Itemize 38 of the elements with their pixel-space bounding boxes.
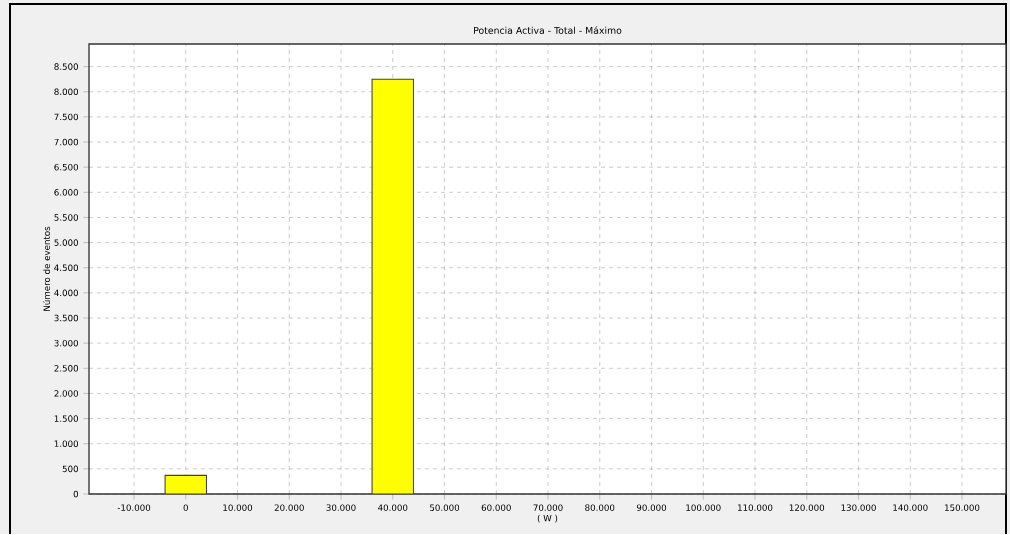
- y-tick-label: 5.500: [54, 214, 79, 221]
- y-tick-label: 4.500: [54, 264, 79, 272]
- y-tick-label: 3.500: [54, 314, 79, 322]
- x-tick-label: -10.000: [117, 504, 151, 511]
- y-tick-label: 4.000: [54, 289, 79, 297]
- y-tick-label: 8.000: [54, 88, 79, 96]
- y-tick-label: 2.500: [54, 365, 79, 372]
- y-tick-label: 1.000: [54, 440, 79, 447]
- y-tick-label: 8.500: [54, 63, 79, 70]
- x-tick-label: 40.000: [378, 504, 408, 511]
- x-tick-label: 60.000: [481, 504, 511, 511]
- x-tick-label: 10.000: [223, 504, 253, 511]
- x-tick-label: 110.000: [738, 504, 773, 511]
- y-tick-label: 6.000: [54, 189, 79, 196]
- y-axis-title: Número de eventos: [42, 226, 50, 311]
- y-tick-label: 0: [73, 490, 79, 498]
- y-tick-label: 2.000: [54, 390, 79, 397]
- x-tick-label: 0: [183, 504, 188, 511]
- x-tick-label: 20.000: [274, 504, 304, 511]
- y-tick-label: 5.000: [54, 239, 79, 246]
- chart-title: Potencia Activa - Total - Máximo: [474, 26, 622, 34]
- x-tick-label: 90.000: [636, 504, 667, 511]
- x-tick-label: 120.000: [789, 504, 825, 511]
- x-tick-label: 70.000: [533, 504, 563, 511]
- y-tick-label: 6.500: [54, 163, 79, 171]
- x-tick-label: 30.000: [326, 504, 356, 511]
- y-tick-label: 3.000: [54, 339, 79, 347]
- y-tick-label: 7.500: [54, 113, 79, 121]
- y-tick-label: 7.000: [54, 138, 79, 146]
- x-tick-label: 150.000: [945, 504, 980, 511]
- x-tick-label: 140.000: [893, 504, 928, 511]
- x-tick-label: 100.000: [686, 504, 721, 511]
- y-tick-label: 500: [62, 465, 79, 473]
- x-tick-label: 80.000: [585, 504, 615, 511]
- y-tick-label: 1.500: [54, 415, 79, 422]
- x-tick-label: 130.000: [841, 504, 876, 511]
- x-tick-label: 50.000: [430, 504, 460, 511]
- x-axis-title: ( W ): [537, 514, 558, 523]
